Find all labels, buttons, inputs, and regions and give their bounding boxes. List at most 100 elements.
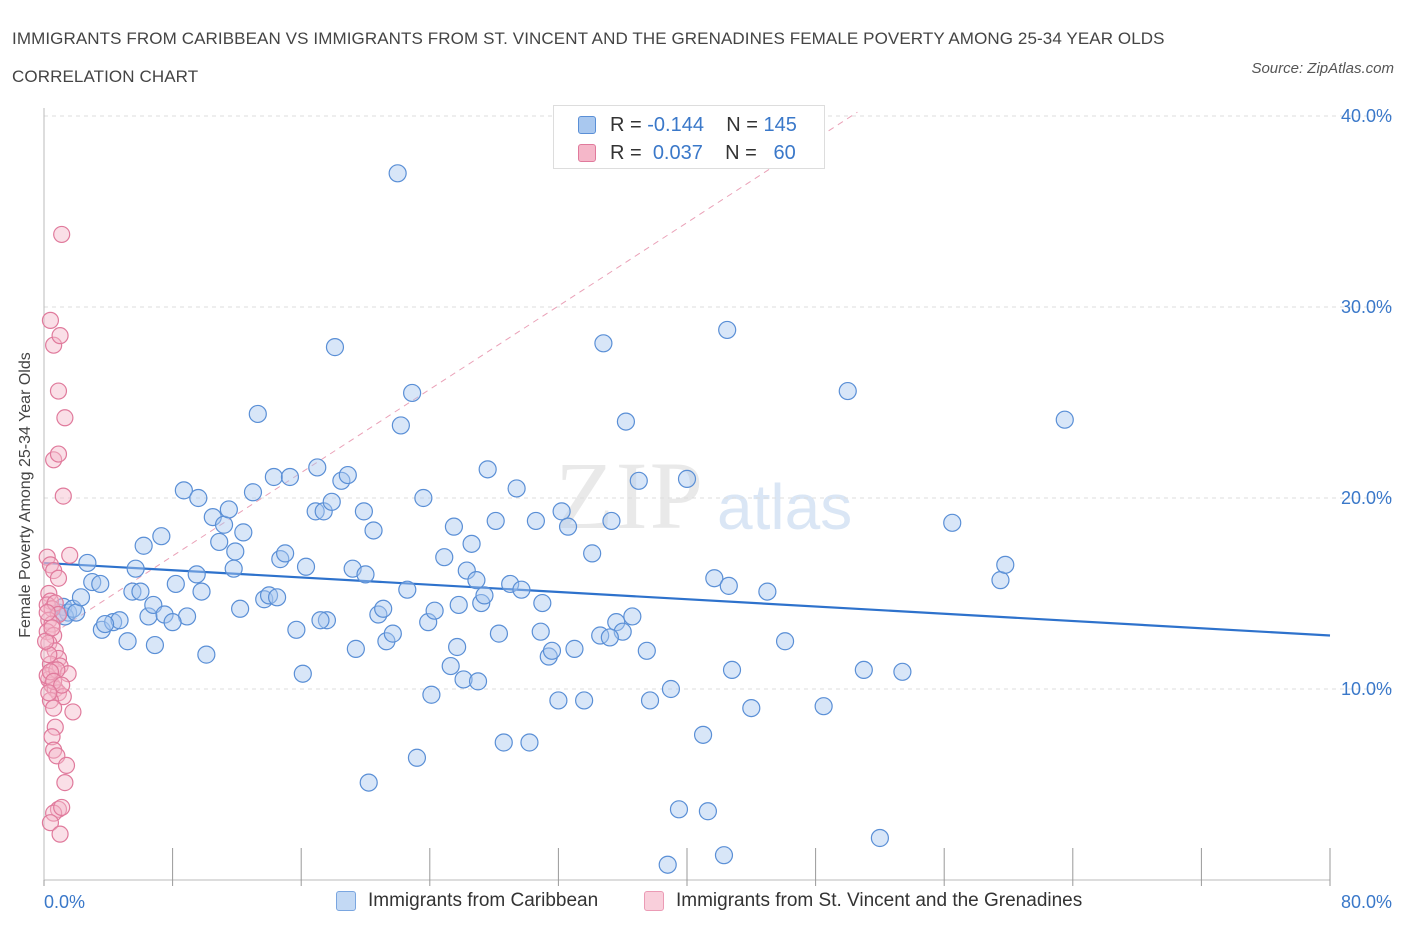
point-caribbean (552, 502, 571, 521)
point-caribbean (197, 645, 216, 664)
point-caribbean (449, 595, 468, 615)
point-caribbean (264, 467, 283, 487)
point-caribbean (838, 381, 857, 401)
point-caribbean (346, 639, 365, 658)
point-caribbean (152, 527, 171, 546)
point-st-vincent (54, 487, 72, 505)
point-caribbean (669, 800, 689, 819)
point-st-vincent (49, 569, 68, 587)
series-legend-caribbean[interactable]: Immigrants from Caribbean (336, 890, 598, 912)
legend-swatch-pink (578, 144, 596, 162)
point-caribbean (374, 599, 393, 618)
legend-r-value: -0.144 (647, 113, 704, 136)
point-caribbean (607, 613, 626, 632)
point-caribbean (565, 639, 584, 658)
point-caribbean (623, 607, 642, 626)
legend-n-value: 145 (763, 113, 797, 136)
series-legend-st-vincent[interactable]: Immigrants from St. Vincent and the Gren… (644, 890, 1082, 912)
point-caribbean (454, 670, 473, 689)
point-caribbean (854, 660, 873, 680)
point-st-vincent (40, 646, 58, 664)
point-st-vincent (43, 619, 61, 637)
point-caribbean (187, 565, 206, 584)
point-st-vincent (49, 382, 68, 400)
point-caribbean (192, 582, 211, 601)
point-caribbean (317, 611, 337, 630)
point-caribbean (189, 488, 208, 508)
legend-r-label: R = (610, 141, 642, 164)
y-tick-label: 40.0% (1341, 106, 1392, 126)
point-caribbean (531, 622, 550, 641)
point-caribbean (441, 656, 460, 676)
point-st-vincent (41, 814, 60, 832)
point-st-vincent (64, 703, 82, 721)
point-caribbean (467, 571, 486, 590)
point-st-vincent (40, 684, 58, 702)
point-caribbean (742, 698, 761, 718)
point-caribbean (325, 338, 345, 357)
point-st-vincent (45, 336, 63, 354)
point-caribbean (276, 544, 295, 563)
point-st-vincent (43, 728, 61, 746)
point-caribbean (118, 632, 137, 651)
legend-row-caribbean: R = -0.144 N = 145 (578, 114, 797, 136)
point-caribbean (280, 467, 300, 487)
point-caribbean (388, 164, 407, 183)
point-st-vincent (56, 773, 74, 792)
point-caribbean (705, 569, 724, 588)
point-st-vincent (45, 699, 63, 717)
point-caribbean (722, 660, 742, 680)
point-st-vincent (56, 409, 74, 427)
point-caribbean (224, 559, 243, 578)
trend-line-caribbean (43, 561, 1331, 637)
point-caribbean (640, 691, 660, 710)
point-caribbean (468, 672, 488, 691)
point-caribbean (322, 492, 341, 511)
legend-row-st-vincent: R = 0.037 N = 60 (578, 142, 796, 164)
point-caribbean (693, 725, 713, 744)
point-caribbean (414, 488, 433, 508)
legend-r-value: 0.037 (652, 141, 703, 164)
legend-swatch-blue (578, 116, 596, 134)
point-caribbean (174, 481, 193, 500)
point-caribbean (658, 855, 677, 874)
point-caribbean (600, 628, 619, 647)
tick-labels: 10.0% 20.0% 30.0% 40.0% 0.0% 80.0% (44, 106, 1392, 912)
point-caribbean (308, 458, 327, 477)
point-caribbean (758, 582, 777, 601)
point-st-vincent (46, 718, 64, 736)
legend-n-label: N = (726, 113, 758, 136)
point-caribbean (67, 603, 86, 622)
trend-line-st-vincent (43, 111, 858, 640)
point-caribbean (403, 383, 422, 403)
point-caribbean (542, 641, 562, 660)
point-caribbean (996, 555, 1015, 574)
series-legend-st-vincent-label: Immigrants from St. Vincent and the Gren… (676, 890, 1083, 911)
legend-n-value: 60 (773, 141, 796, 164)
point-caribbean (219, 500, 238, 519)
point-caribbean (539, 647, 558, 666)
point-caribbean (501, 574, 520, 594)
axes (43, 108, 1331, 886)
point-st-vincent (51, 825, 69, 843)
point-caribbean (95, 614, 115, 634)
point-caribbean (139, 607, 158, 626)
point-caribbean (719, 576, 738, 595)
point-caribbean (354, 502, 373, 521)
point-caribbean (629, 471, 648, 490)
point-caribbean (943, 513, 962, 532)
point-caribbean (775, 632, 795, 651)
point-caribbean (110, 611, 129, 630)
point-caribbean (398, 580, 417, 599)
point-caribbean (134, 536, 153, 555)
point-caribbean (243, 483, 263, 502)
point-caribbean (356, 565, 375, 584)
point-caribbean (486, 511, 505, 531)
watermark-zip: ZIP (555, 442, 705, 549)
point-caribbean (78, 553, 97, 573)
series-swatch-blue (336, 891, 356, 911)
point-st-vincent (53, 225, 71, 244)
point-caribbean (594, 334, 613, 353)
point-caribbean (145, 635, 165, 655)
